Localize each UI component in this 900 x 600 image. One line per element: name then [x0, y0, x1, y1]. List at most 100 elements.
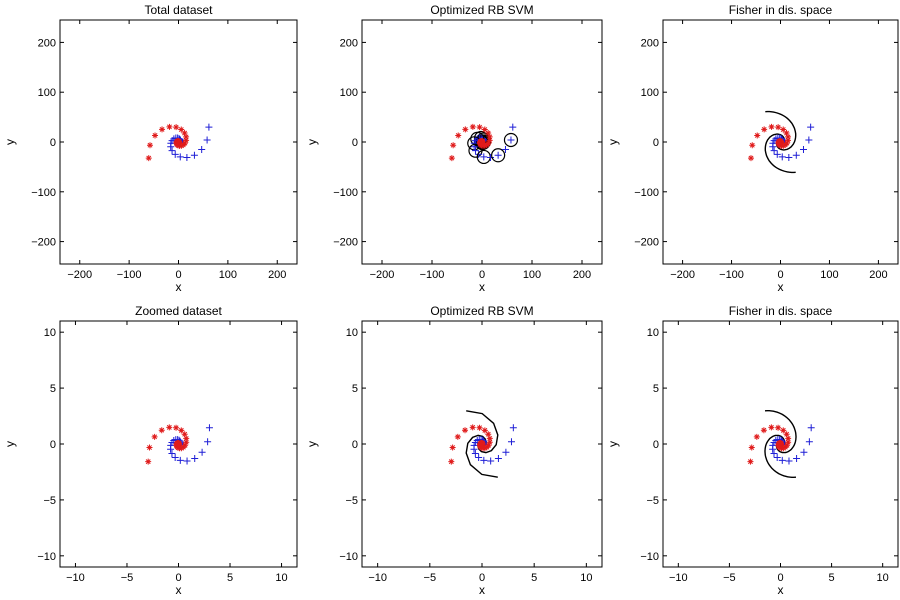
data-point-star: [485, 130, 492, 137]
y-tick-label: −10: [339, 551, 358, 563]
data-point-plus: [471, 147, 479, 155]
data-point-plus: [171, 454, 179, 462]
x-axis-label: x: [176, 280, 182, 294]
y-tick-label: 0: [50, 137, 56, 149]
data-point-plus: [770, 147, 778, 155]
data-point-star: [783, 140, 790, 147]
x-tick-label: 0: [777, 269, 783, 281]
panel-title: Optimized RB SVM: [430, 3, 533, 17]
data-point-plus: [168, 438, 176, 446]
x-tick-label: 0: [777, 572, 783, 584]
data-point-star: [181, 140, 188, 147]
data-point-star: [166, 123, 173, 130]
x-tick-label: 5: [531, 572, 537, 584]
panel-5: Optimized RB SVM −10 −5 0 5 10 −10 −5 0 5 10 x y: [305, 304, 603, 597]
y-tick-label: 200: [38, 37, 56, 49]
panel-title: Fisher in dis. space: [729, 3, 833, 17]
panel-4: Zoomed dataset −10 −5 0 5 10 −10 −5 0 5 10 x y: [3, 304, 298, 597]
data-point-plus: [198, 146, 206, 154]
y-tick-label: −5: [345, 495, 358, 507]
support-vector-circle: [491, 148, 506, 163]
data-point-plus: [773, 150, 781, 158]
data-point-star: [760, 427, 767, 434]
data-point-plus: [501, 146, 509, 154]
data-point-star: [145, 155, 152, 162]
y-axis-label: y: [3, 441, 17, 447]
data-point-star: [481, 445, 488, 452]
data-point-star: [175, 142, 182, 149]
data-point-plus: [502, 448, 510, 456]
data-point-star: [481, 142, 488, 149]
y-tick-label: 0: [352, 439, 358, 451]
data-point-star: [754, 132, 761, 139]
x-tick-label: 10: [580, 572, 592, 584]
x-tick-label: 100: [523, 269, 541, 281]
y-axis-label: y: [606, 139, 620, 145]
data-point-star: [476, 424, 483, 431]
y-axis-label: y: [3, 139, 17, 145]
x-tick-label: −5: [723, 572, 736, 584]
x-tick-label: −10: [66, 572, 85, 584]
x-tick-label: 5: [829, 572, 835, 584]
data-point-star: [485, 442, 492, 449]
x-tick-label: −5: [121, 572, 134, 584]
data-point-plus: [487, 154, 495, 162]
data-point-plus: [770, 438, 778, 446]
data-point-star: [183, 133, 190, 140]
data-point-star: [182, 442, 189, 449]
data-point-star: [747, 155, 754, 162]
data-point-star: [462, 126, 469, 133]
data-point-plus: [167, 143, 175, 151]
data-point-plus: [183, 154, 191, 162]
x-tick-label: −100: [117, 269, 142, 281]
data-point-star: [158, 427, 165, 434]
data-point-star: [178, 142, 185, 149]
data-point-star: [146, 444, 153, 451]
x-tick-label: −200: [370, 269, 395, 281]
data-point-star: [166, 424, 173, 431]
data-point-plus: [509, 123, 517, 131]
x-tick-label: −200: [670, 269, 695, 281]
y-tick-label: 0: [352, 137, 358, 149]
x-tick-label: 10: [275, 572, 287, 584]
data-point-plus: [769, 445, 777, 453]
data-point-plus: [190, 151, 198, 159]
data-point-star: [783, 130, 790, 137]
panel-1: Total dataset −200 −100 0 100 200 −200 −100 0 100…: [3, 3, 298, 294]
data-point-plus: [494, 151, 502, 159]
x-axis-label: x: [479, 583, 485, 597]
data-point-star: [151, 433, 158, 440]
plot-area: [747, 110, 815, 174]
data-point-plus: [770, 450, 778, 458]
y-tick-label: −5: [43, 495, 56, 507]
data-point-plus: [168, 147, 176, 155]
data-point-star: [780, 445, 787, 452]
data-point-star: [481, 126, 488, 133]
data-point-plus: [800, 448, 808, 456]
data-point-plus: [205, 123, 213, 131]
x-tick-label: 100: [820, 269, 838, 281]
data-point-plus: [204, 438, 212, 446]
y-tick-label: 0: [653, 137, 659, 149]
y-tick-label: −200: [634, 237, 659, 249]
y-tick-label: −200: [31, 237, 56, 249]
x-tick-label: 100: [219, 269, 237, 281]
y-tick-label: 5: [50, 383, 56, 395]
y-axis-label: y: [305, 139, 319, 145]
data-point-plus: [769, 143, 777, 151]
x-tick-label: −100: [719, 269, 744, 281]
data-point-plus: [471, 438, 479, 446]
data-point-plus: [191, 455, 199, 463]
data-point-star: [486, 133, 493, 140]
data-point-plus: [168, 450, 176, 458]
x-axis-label: x: [479, 280, 485, 294]
plot-area: [448, 123, 519, 165]
data-point-plus: [203, 136, 211, 144]
data-point-star: [783, 431, 790, 438]
data-point-plus: [507, 438, 515, 446]
x-tick-label: −5: [424, 572, 437, 584]
data-point-plus: [176, 153, 184, 161]
x-tick-label: −100: [420, 269, 445, 281]
plot-area: [145, 123, 213, 162]
data-point-plus: [205, 424, 213, 432]
